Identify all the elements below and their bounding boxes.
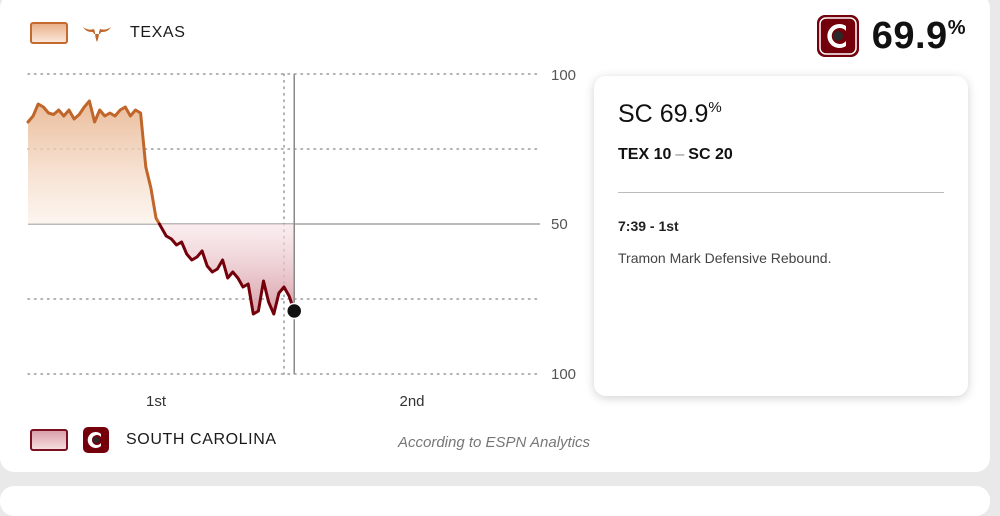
- win-probability-summary: 69.9%: [816, 14, 966, 58]
- longhorn-icon: [83, 27, 111, 42]
- top-team-name: TEXAS: [130, 24, 186, 41]
- south-carolina-line-segment: [157, 222, 296, 316]
- x-period-label: 1st: [146, 393, 167, 410]
- bottom-team-name: SOUTH CAROLINA: [126, 431, 277, 448]
- source-note: According to ESPN Analytics: [398, 434, 591, 451]
- y-tick-label: 100: [551, 67, 576, 84]
- play-detail-tooltip: SC 69.9% TEX 10– SC 20 7:39 - 1st Tramon …: [594, 76, 968, 396]
- texas-area-fill: [28, 101, 160, 224]
- tooltip-divider: [618, 192, 944, 193]
- current-point-dot: [285, 302, 303, 320]
- top-team-row: TEXAS: [30, 22, 185, 44]
- win-probability-chart: 100 50 100 1st 2nd: [26, 67, 576, 410]
- texas-line-segment: [26, 99, 161, 226]
- tooltip-score: TEX 10– SC 20: [618, 146, 733, 163]
- tooltip-win-probability: SC 69.9%: [618, 99, 722, 128]
- y-tick-label: 100: [551, 366, 576, 383]
- south-carolina-legend-swatch: [30, 429, 68, 451]
- gamecock-logo-icon: [816, 15, 859, 57]
- tooltip-play-description: Tramon Mark Defensive Rebound.: [618, 250, 832, 266]
- gamecock-logo-small-icon: [83, 427, 109, 453]
- y-tick-label: 50: [551, 216, 568, 233]
- texas-legend-swatch: [30, 22, 68, 44]
- x-period-label: 2nd: [399, 393, 424, 410]
- win-probability-value: 69.9%: [871, 14, 966, 57]
- south-carolina-area-fill: [159, 224, 295, 314]
- bottom-team-row: SOUTH CAROLINA: [30, 426, 277, 454]
- tooltip-game-clock: 7:39 - 1st: [618, 218, 679, 234]
